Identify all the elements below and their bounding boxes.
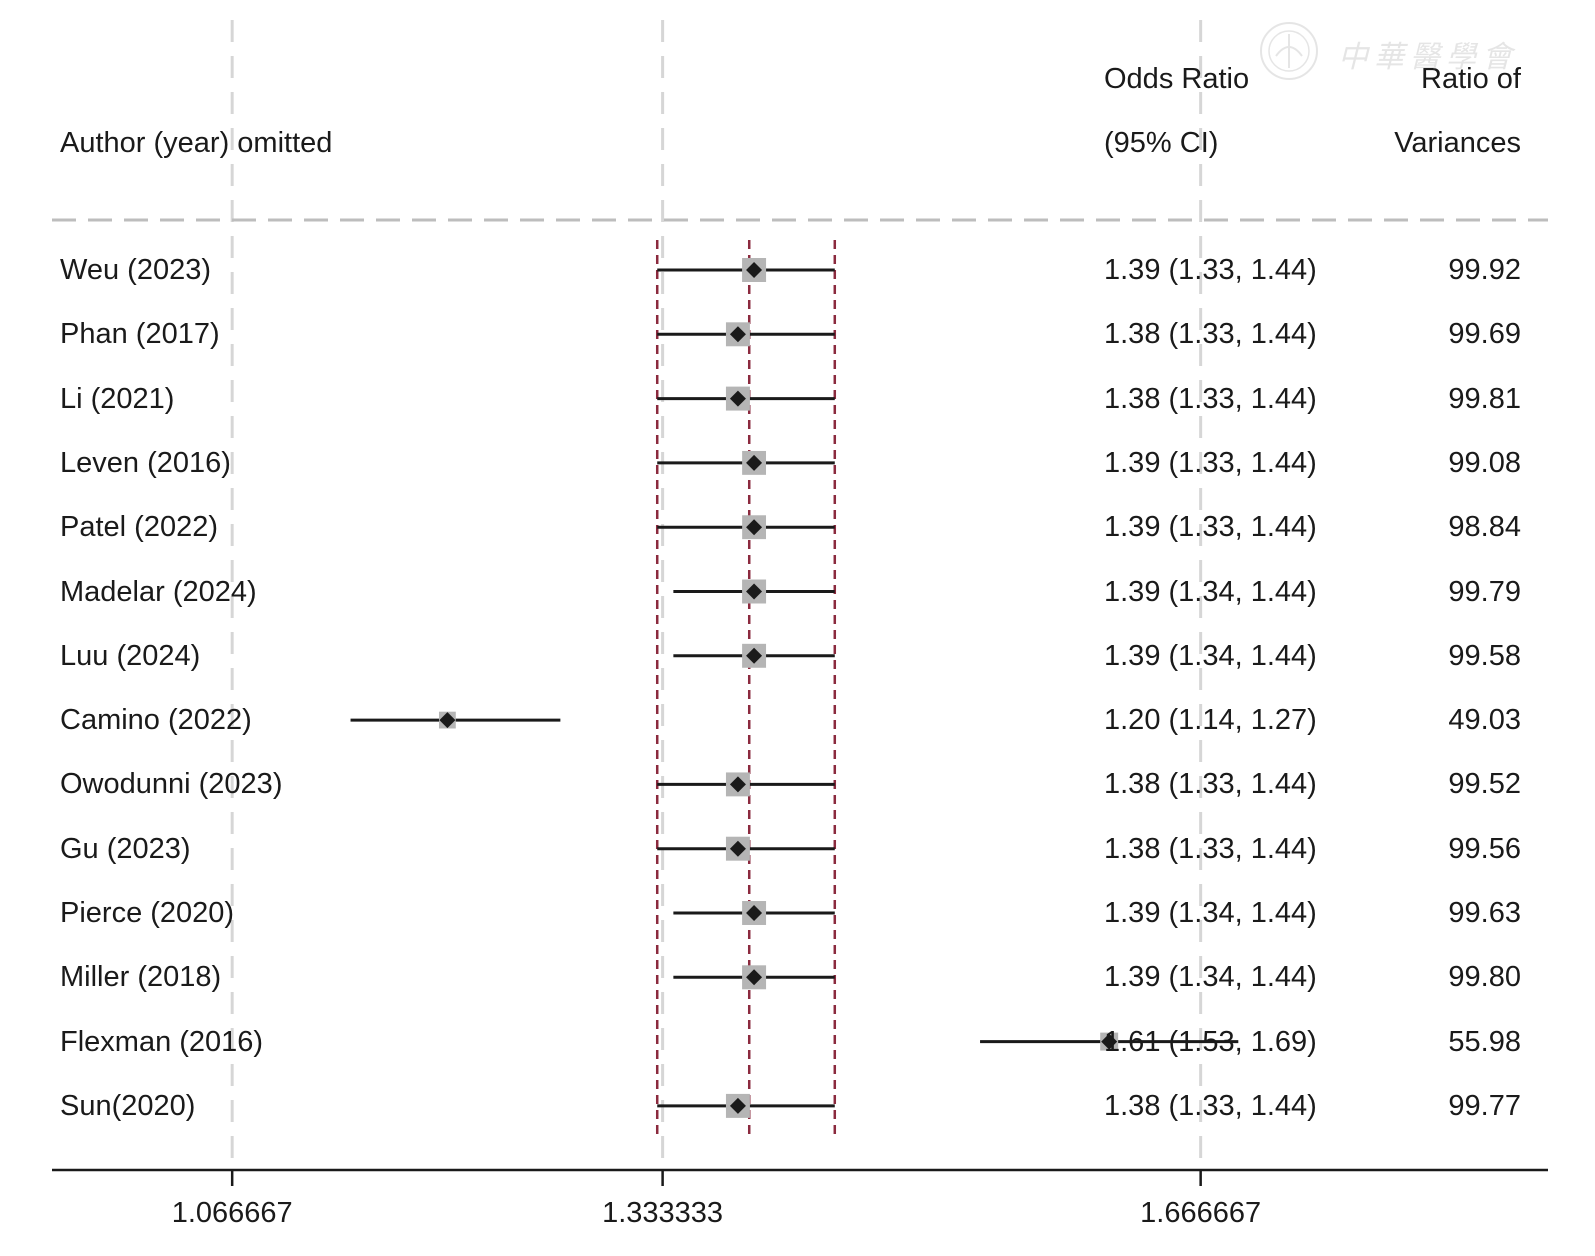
- ratio-of-variances-value: 99.79: [1448, 575, 1521, 608]
- ratio-of-variances-value: 99.80: [1448, 961, 1521, 994]
- point-estimate-marker: [746, 262, 763, 278]
- odds-ratio-value: 1.38 (1.33, 1.44): [1104, 768, 1317, 801]
- ratio-of-variances-value: 99.81: [1448, 382, 1521, 415]
- study-column-header: Author (year) omitted: [60, 127, 333, 159]
- ratio-of-variances-value: 99.56: [1448, 832, 1521, 865]
- point-estimate-marker: [746, 454, 763, 471]
- odds-ratio-value: 1.61 (1.53, 1.69): [1104, 1025, 1317, 1058]
- seal-icon: [1260, 22, 1318, 80]
- study-label: Madelar (2024): [60, 575, 257, 608]
- watermark-text: 中華醫學會: [1338, 40, 1518, 75]
- x-tick-label: 1.333333: [602, 1197, 724, 1229]
- ratio-of-variances-value: 99.69: [1448, 318, 1521, 351]
- odds-ratio-value: 1.20 (1.14, 1.27): [1104, 704, 1317, 737]
- x-tick-label: 1.666667: [1140, 1197, 1262, 1229]
- odds-ratio-value: 1.38 (1.33, 1.44): [1104, 832, 1317, 865]
- point-estimate-marker: [439, 712, 456, 729]
- ratio-of-variances-value: 99.92: [1448, 254, 1521, 286]
- ratio-of-variances-header: Ratio of: [1421, 63, 1521, 95]
- ratio-of-variances-value: 98.84: [1448, 511, 1521, 544]
- study-label: Sun(2020): [60, 1089, 196, 1122]
- study-label: Luu (2024): [60, 639, 201, 672]
- point-estimate-marker: [729, 1097, 746, 1114]
- study-label: Patel (2022): [60, 511, 218, 544]
- study-label: Phan (2017): [60, 318, 220, 351]
- study-label: Camino (2022): [60, 704, 252, 737]
- odds-ratio-value: 1.39 (1.34, 1.44): [1104, 639, 1317, 672]
- point-estimate-marker: [729, 326, 746, 343]
- odds-ratio-value: 1.38 (1.33, 1.44): [1104, 1089, 1317, 1122]
- study-label: Gu (2023): [60, 832, 191, 865]
- study-label: Miller (2018): [60, 961, 222, 994]
- point-estimate-marker: [746, 519, 763, 536]
- x-tick-label: 1.066667: [171, 1197, 293, 1229]
- odds-ratio-value: 1.38 (1.33, 1.44): [1104, 318, 1317, 351]
- point-estimate-marker: [729, 390, 746, 407]
- odds-ratio-value: 1.38 (1.33, 1.44): [1104, 382, 1317, 415]
- study-label: Li (2021): [60, 382, 175, 415]
- point-estimate-marker: [1101, 1033, 1118, 1050]
- odds-ratio-value: 1.39 (1.33, 1.44): [1104, 446, 1317, 479]
- point-estimate-marker: [729, 776, 746, 793]
- ratio-of-variances-value: 99.52: [1448, 768, 1521, 801]
- study-label: Weu (2023): [60, 254, 211, 286]
- ratio-of-variances-header-2: Variances: [1394, 127, 1521, 159]
- odds-ratio-header: Odds Ratio: [1104, 63, 1250, 95]
- ratio-of-variances-value: 55.98: [1448, 1025, 1521, 1058]
- ratio-of-variances-value: 99.08: [1448, 446, 1521, 479]
- ratio-of-variances-value: 49.03: [1448, 704, 1521, 737]
- watermark-logo: 中華醫學會: [1258, 20, 1558, 84]
- odds-ratio-value: 1.39 (1.34, 1.44): [1104, 575, 1317, 608]
- study-label: Owodunni (2023): [60, 768, 283, 801]
- ratio-of-variances-value: 99.77: [1448, 1089, 1521, 1122]
- odds-ratio-ci-header: (95% CI): [1104, 127, 1219, 159]
- point-estimate-marker: [746, 905, 763, 921]
- ratio-of-variances-value: 99.58: [1448, 639, 1521, 672]
- odds-ratio-value: 1.39 (1.34, 1.44): [1104, 961, 1317, 994]
- point-estimate-marker: [746, 969, 763, 986]
- odds-ratio-value: 1.39 (1.34, 1.44): [1104, 897, 1317, 929]
- odds-ratio-value: 1.39 (1.33, 1.44): [1104, 254, 1317, 286]
- point-estimate-marker: [746, 583, 763, 600]
- point-estimate-marker: [729, 840, 746, 857]
- odds-ratio-value: 1.39 (1.33, 1.44): [1104, 511, 1317, 544]
- point-estimate-marker: [746, 647, 763, 664]
- study-label: Pierce (2020): [60, 897, 235, 929]
- study-label: Flexman (2016): [60, 1025, 264, 1058]
- ratio-of-variances-value: 99.63: [1448, 897, 1521, 929]
- study-label: Leven (2016): [60, 446, 231, 479]
